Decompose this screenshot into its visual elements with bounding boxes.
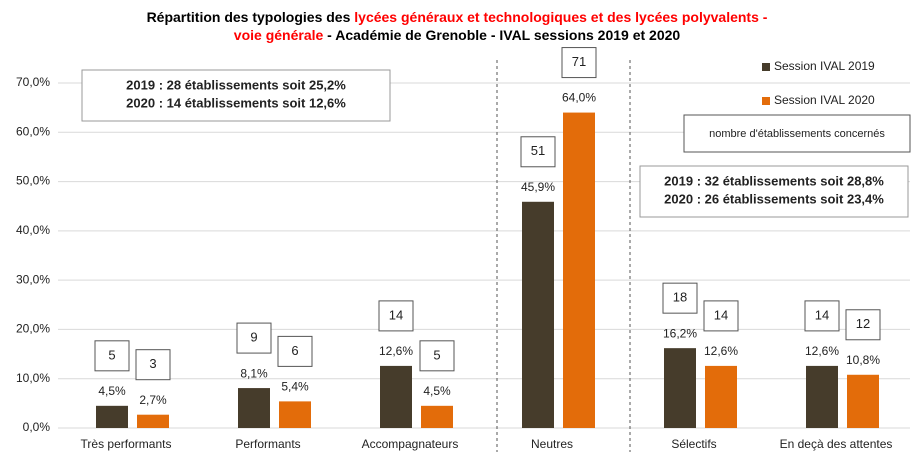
count-label: 3: [149, 356, 156, 371]
count-box: [662, 282, 698, 314]
title-part: voie générale: [234, 27, 324, 43]
value-label: 12,6%: [379, 344, 413, 358]
annotation-box: [639, 165, 909, 218]
bar: [421, 405, 453, 428]
bar: [96, 405, 128, 428]
count-label: 5: [433, 347, 440, 362]
bar: [563, 112, 595, 429]
title-part: lycées généraux et technologiques et des…: [354, 9, 768, 25]
count-box: [419, 340, 455, 372]
count-box: [94, 340, 130, 372]
count-box: [520, 136, 556, 168]
count-label: 14: [714, 307, 728, 322]
bar: [664, 348, 696, 428]
legend-label: Session IVAL 2019: [774, 59, 875, 73]
count-box: [378, 300, 414, 332]
legend-label: Session IVAL 2020: [774, 93, 875, 107]
annotation-text: 2019 : 28 établissements soit 25,2%: [126, 77, 346, 92]
legend-swatch: [762, 63, 770, 71]
title-part: Répartition des typologies des: [147, 9, 355, 25]
value-label: 10,8%: [846, 353, 880, 367]
count-label: 51: [531, 143, 545, 158]
count-label: 5: [108, 347, 115, 362]
bar: [279, 401, 311, 428]
y-tick-label: 50,0%: [16, 174, 50, 188]
y-tick-label: 10,0%: [16, 371, 50, 385]
legend-swatch: [762, 97, 770, 105]
note-box: [683, 114, 911, 153]
y-tick-label: 30,0%: [16, 272, 50, 286]
count-label: 18: [673, 290, 687, 305]
y-tick-label: 60,0%: [16, 124, 50, 138]
bar: [847, 374, 879, 428]
value-label: 45,9%: [521, 180, 555, 194]
annotation-text: 2020 : 14 établissements soit 12,6%: [126, 95, 346, 110]
count-box: [703, 300, 739, 332]
value-label: 4,5%: [98, 384, 126, 398]
value-label: 16,2%: [663, 326, 697, 340]
title-part: - Académie de Grenoble - IVAL sessions 2…: [323, 27, 680, 43]
chart-title: voie générale - Académie de Grenoble - I…: [234, 27, 681, 43]
count-box: [135, 349, 171, 381]
value-label: 4,5%: [423, 384, 451, 398]
bar: [137, 414, 169, 428]
y-tick-label: 70,0%: [16, 75, 50, 89]
count-label: 12: [856, 316, 870, 331]
value-label: 12,6%: [704, 344, 738, 358]
bar: [806, 365, 838, 428]
bar: [522, 201, 554, 428]
value-label: 2,7%: [139, 393, 167, 407]
bar: [238, 388, 270, 428]
x-tick-label: Très performants: [81, 437, 172, 451]
count-box: [277, 335, 313, 367]
y-tick-label: 40,0%: [16, 223, 50, 237]
annotation-box: [81, 69, 391, 122]
value-label: 64,0%: [562, 91, 596, 105]
bar: [380, 365, 412, 428]
count-label: 9: [250, 330, 257, 345]
count-box: [804, 300, 840, 332]
count-box: [845, 309, 881, 341]
chart-title: Répartition des typologies des lycées gé…: [147, 9, 768, 25]
count-label: 14: [389, 307, 403, 322]
value-label: 5,4%: [281, 380, 309, 394]
count-label: 14: [815, 307, 829, 322]
annotation-text: 2019 : 32 établissements soit 28,8%: [664, 173, 884, 188]
count-label: 71: [572, 54, 586, 69]
count-box: [236, 322, 272, 354]
annotation-text: 2020 : 26 établissements soit 23,4%: [664, 191, 884, 206]
y-tick-label: 0,0%: [23, 420, 51, 434]
y-tick-label: 20,0%: [16, 322, 50, 336]
x-tick-label: Sélectifs: [671, 437, 716, 451]
x-tick-label: Performants: [235, 437, 300, 451]
x-tick-label: En deçà des attentes: [780, 437, 893, 451]
value-label: 12,6%: [805, 344, 839, 358]
count-label: 6: [291, 343, 298, 358]
bar: [705, 365, 737, 428]
count-box: [561, 47, 597, 79]
value-label: 8,1%: [240, 366, 268, 380]
x-tick-label: Accompagnateurs: [362, 437, 459, 451]
x-tick-label: Neutres: [531, 437, 573, 451]
note-label: nombre d'établissements concernés: [709, 128, 885, 140]
